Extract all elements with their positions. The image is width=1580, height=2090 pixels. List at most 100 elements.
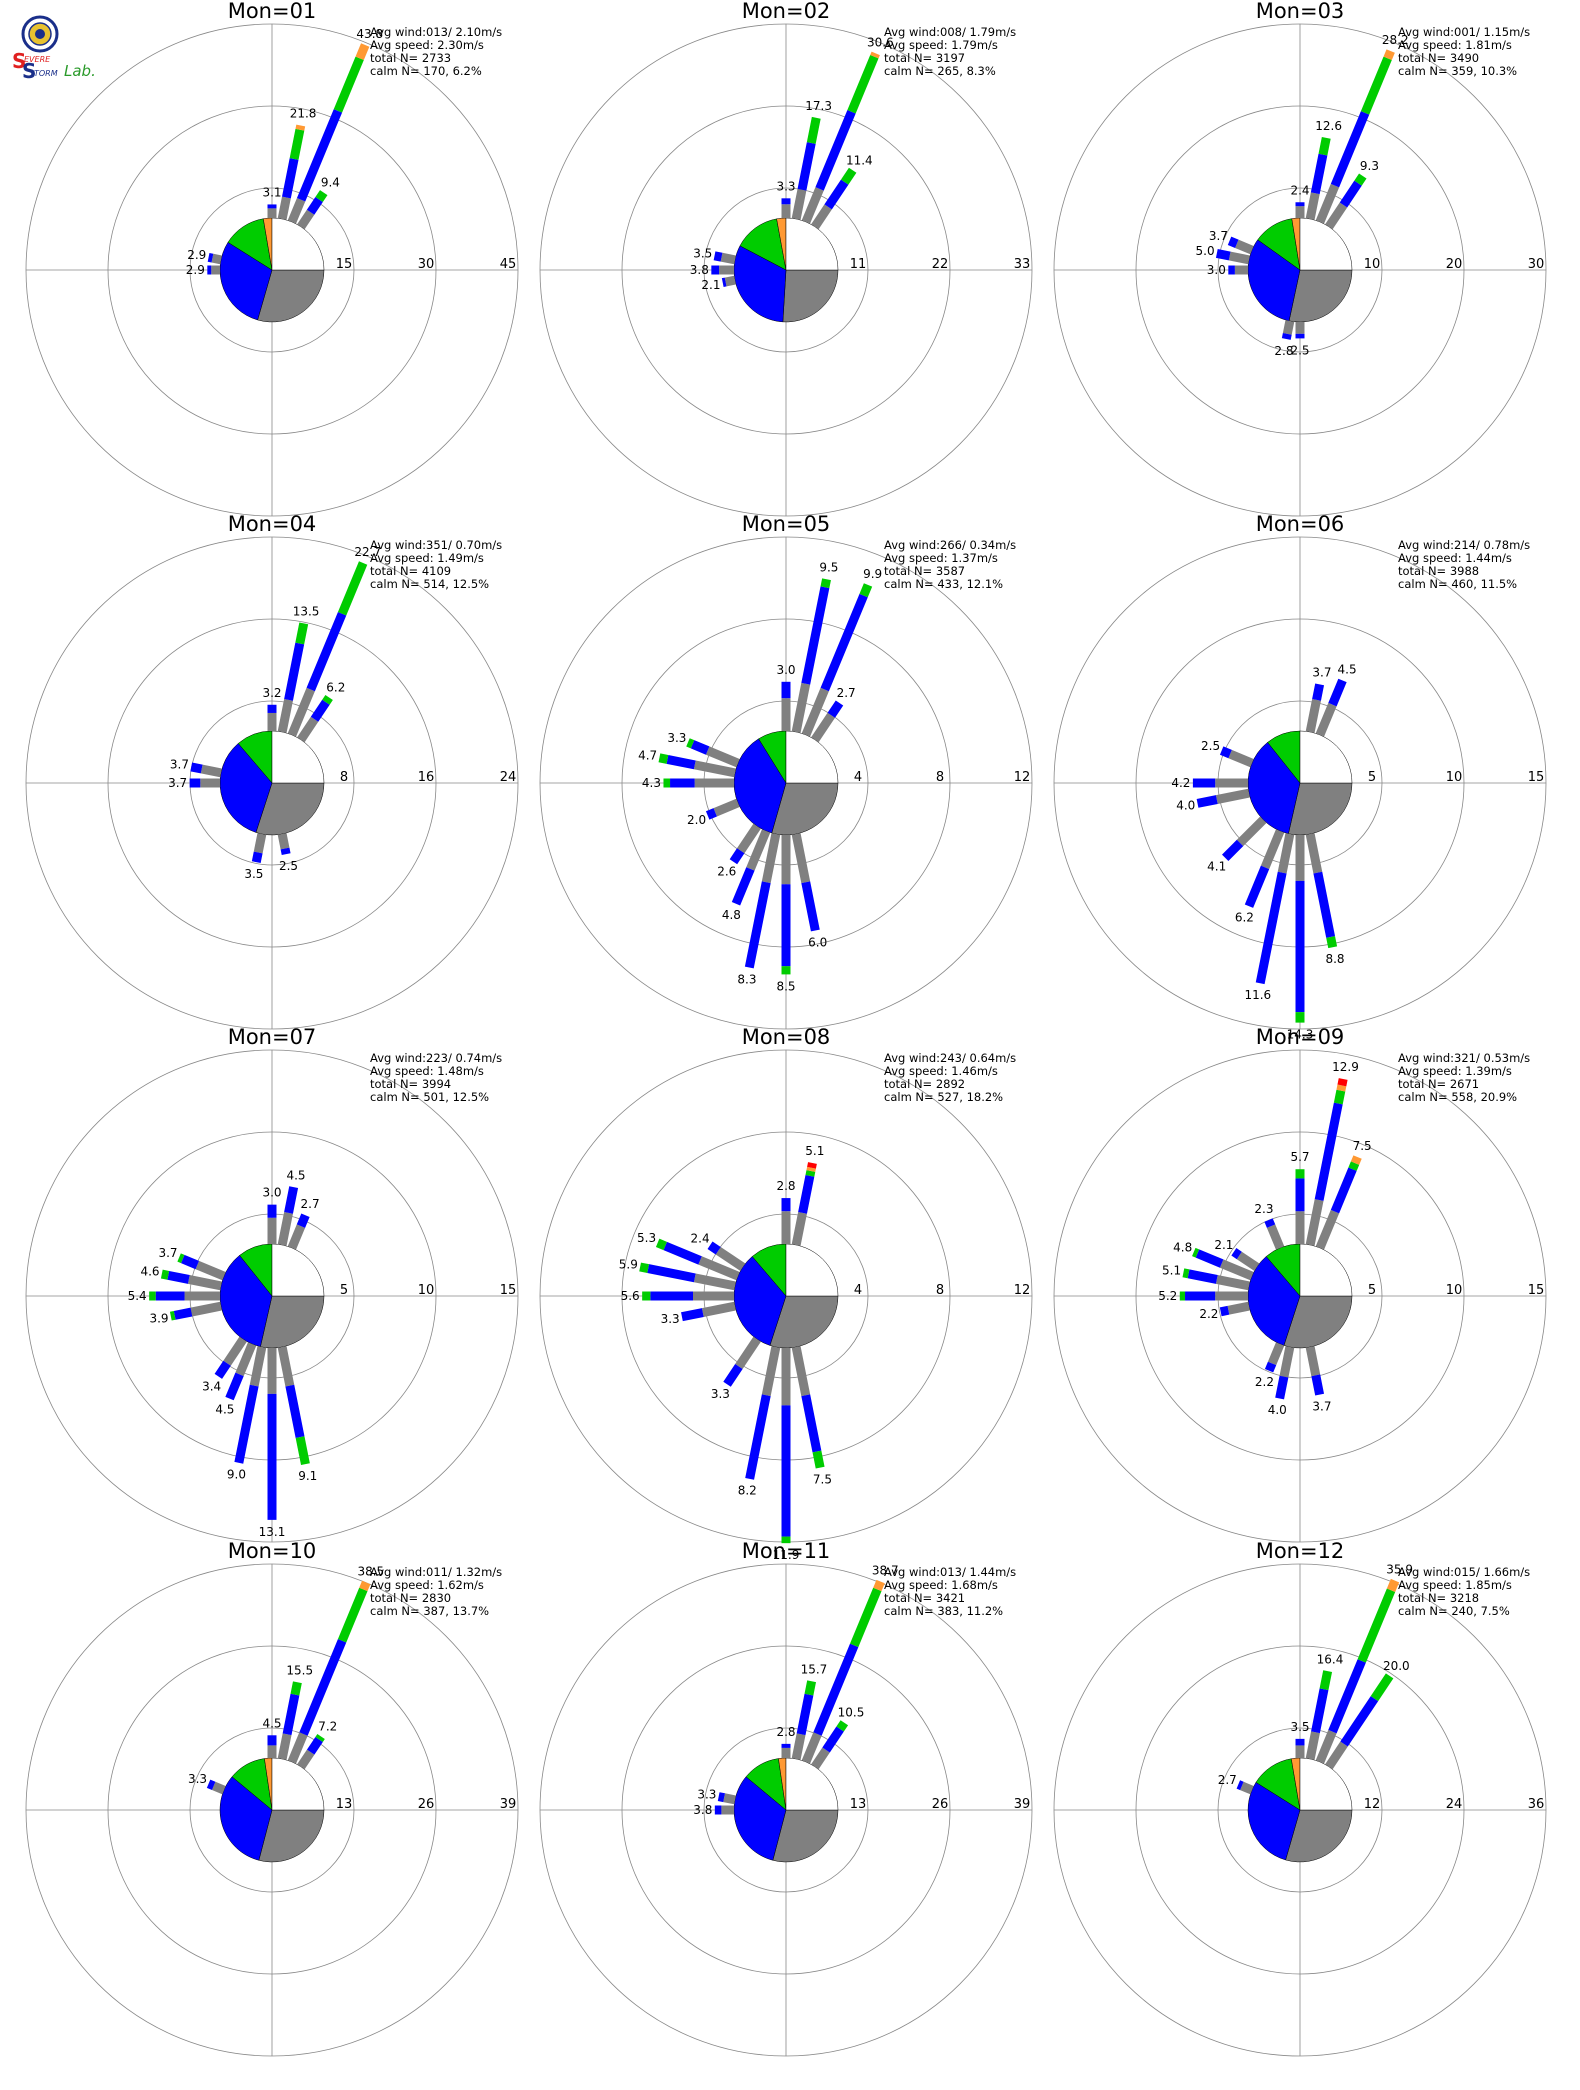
petal-segment (815, 110, 856, 191)
total-n-text: total N= 2733 (370, 51, 451, 65)
total-n-text: total N= 3218 (1398, 1591, 1479, 1605)
calm-n-text: calm N= 383, 11.2% (884, 1604, 1003, 1618)
calm-wedge (1299, 730, 1353, 784)
wind-rose-panel: 5 10 15 3.7 4.5 2.5 4.2 4.0 4.1 6.2 11.6 14.3 8.8 Mon… (1053, 512, 1547, 1042)
logo-word-severe: EVERE (24, 55, 51, 64)
panel-title: Mon=03 (1256, 0, 1345, 23)
avg-speed-text: Avg speed: 1.49m/s (370, 551, 484, 565)
petal-label: 5.0 (1196, 244, 1215, 258)
petal-segment (666, 755, 696, 770)
calm-n-text: calm N= 501, 12.5% (370, 1090, 489, 1104)
petal-segment (791, 1211, 807, 1246)
petal-segment (187, 1275, 222, 1291)
petal-segment (797, 142, 816, 191)
petal-segment (289, 128, 305, 160)
petal-segment (287, 687, 315, 737)
petal-segment (1386, 1578, 1400, 1592)
panel-title: Mon=11 (742, 1539, 831, 1563)
petal-label: 3.4 (202, 1379, 221, 1393)
panel-title: Mon=08 (742, 1025, 831, 1049)
ring-label: 33 (1014, 257, 1031, 272)
petal-label: 4.8 (1173, 1240, 1192, 1254)
ring-label: 30 (418, 257, 435, 272)
calm-wedge (785, 217, 839, 271)
petal-label: 13.1 (259, 1525, 286, 1539)
petal-segment (873, 1579, 885, 1592)
petal-segment (713, 251, 723, 262)
petal-label: 16.4 (1317, 1652, 1344, 1666)
logo-letter-s2: S (22, 59, 36, 80)
petal-segment (295, 1436, 310, 1465)
calm-wedge (271, 730, 325, 784)
petal-segment (791, 188, 807, 220)
logo-letter-s1: S (12, 49, 26, 73)
petal-segment (190, 762, 203, 774)
petal-segment (698, 1256, 740, 1281)
petal-segment (1383, 49, 1395, 61)
petal-label: 2.6 (717, 865, 736, 879)
grid-ring (539, 23, 1033, 517)
ring-label: 13 (850, 1797, 867, 1812)
ring-label: 15 (1528, 770, 1545, 785)
petal-segment (761, 833, 781, 884)
petal-segment (801, 586, 830, 685)
ring-label: 8 (936, 1283, 944, 1298)
petal-label: 3.3 (711, 1387, 730, 1401)
petal-segment (745, 1394, 771, 1480)
petal-label: 3.7 (170, 758, 189, 772)
petal-segment (359, 1580, 371, 1592)
ring-label: 10 (418, 1283, 435, 1298)
ring-label: 22 (932, 257, 949, 272)
petal-segment (167, 1270, 190, 1284)
petal-label: 15.5 (286, 1664, 313, 1678)
petal-segment (299, 1639, 347, 1736)
petal-segment (1264, 1361, 1277, 1373)
petal-label: 3.7 (1312, 666, 1331, 680)
pie-slice (772, 1809, 839, 1863)
petal-segment (223, 1336, 247, 1366)
petal-segment (1227, 236, 1239, 248)
petal-segment (1325, 202, 1348, 230)
petal-segment (287, 1732, 308, 1764)
petal-segment (234, 1384, 259, 1464)
petal-label: 38.7 (872, 1563, 899, 1577)
avg-speed-text: Avg speed: 1.37m/s (884, 551, 998, 565)
ring-label: 15 (336, 257, 353, 272)
petal-segment (225, 1372, 244, 1401)
petal-label: 2.9 (186, 263, 205, 277)
petal-segment (827, 700, 844, 718)
wind-rose-panel: 5 10 15 12.9 7.5 5.7 2.3 2.1 4.8 5.1 5.2 2.2 2.2 4.0 3… (1053, 1025, 1547, 1543)
petal-segment (836, 1720, 849, 1732)
petal-segment (1215, 249, 1231, 261)
petal-segment (253, 833, 267, 854)
ring-label: 36 (1528, 1797, 1545, 1812)
grid-ring (1053, 1049, 1547, 1543)
ring-label: 39 (500, 1797, 517, 1812)
wind-rose-panel: 11 22 33 30.6 17.3 11.4 3.3 3.5 3.82.1 Mon=02 Avg … (539, 0, 1033, 517)
petal-segment (1314, 1102, 1343, 1201)
petal-segment (801, 1394, 822, 1453)
petal-label: 6.2 (1235, 910, 1254, 924)
pie-slice (769, 1295, 839, 1349)
panel-title: Mon=06 (1256, 512, 1345, 536)
pie-slice (771, 782, 839, 836)
petal-label: 4.3 (642, 776, 661, 790)
petal-segment (1231, 1248, 1242, 1260)
petal-segment (1339, 180, 1362, 208)
lab-logo-graphic: S EVERE S TORM Lab. (12, 15, 96, 83)
pie-slice (257, 269, 325, 323)
ring-label: 5 (1368, 770, 1376, 785)
petal-label: 9.9 (863, 567, 882, 581)
petal-segment (1310, 153, 1328, 195)
petal-label: 5.7 (1290, 1150, 1309, 1164)
pie-slice (219, 1776, 273, 1861)
petal-segment (1219, 1305, 1230, 1317)
petal-label: 5.1 (1162, 1263, 1181, 1277)
petal-segment (1195, 1249, 1224, 1268)
petal-segment (1330, 111, 1370, 188)
calm-wedge (1299, 1757, 1353, 1811)
petal-segment (200, 764, 222, 778)
petal-segment (306, 612, 347, 692)
petal-segment (1312, 683, 1325, 701)
petal-segment (1325, 1741, 1348, 1770)
